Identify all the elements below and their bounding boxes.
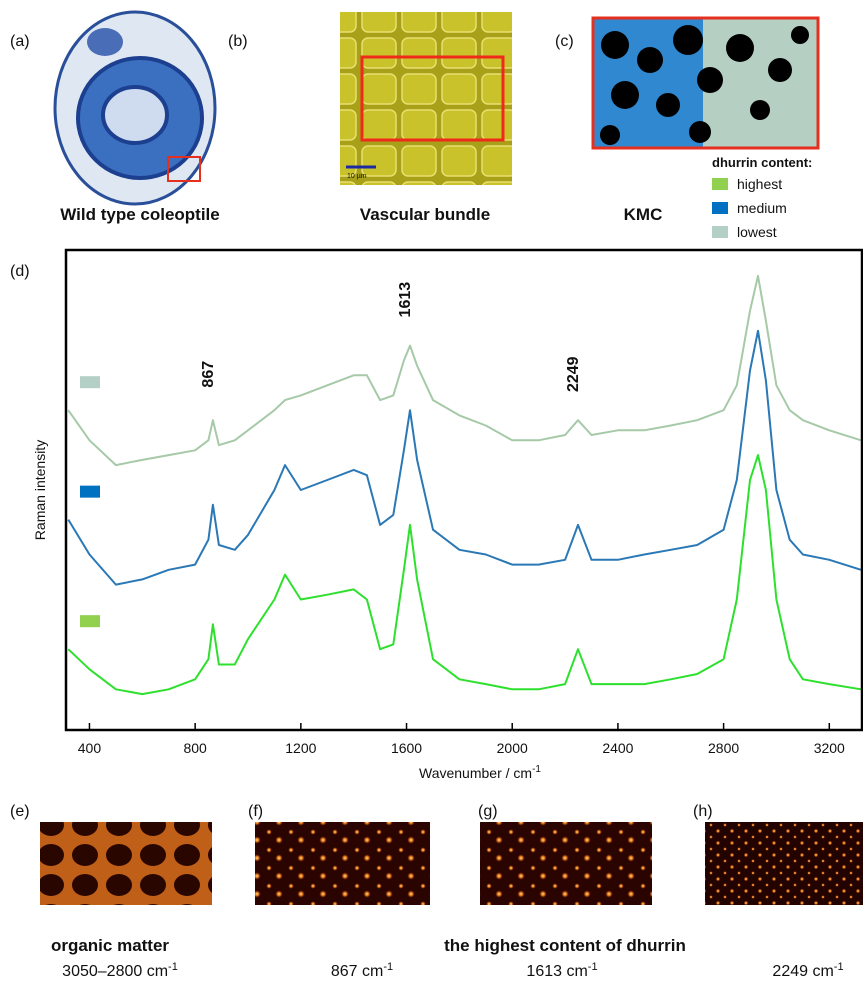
map-image <box>255 822 430 905</box>
panel-label: (d) <box>10 263 30 280</box>
band-label: 3050–2800 cm-1 <box>62 961 178 980</box>
coleoptile-image <box>53 10 217 206</box>
legend: highest medium lowest <box>712 176 787 240</box>
x-tick-label: 1200 <box>285 740 316 756</box>
panel-label: (a) <box>10 33 30 50</box>
spectrum-line <box>67 329 862 586</box>
panel-label: (e) <box>10 803 30 820</box>
x-axis-label-sup: -1 <box>532 764 541 775</box>
legend-label: medium <box>737 200 787 216</box>
kmc-image <box>591 16 820 150</box>
legend-title: dhurrin content: <box>712 155 812 170</box>
vascular-image <box>340 12 512 185</box>
spectrum-line <box>67 274 862 467</box>
spectrum-line <box>67 454 862 696</box>
legend-swatch <box>712 226 728 238</box>
x-tick-label: 2000 <box>497 740 528 756</box>
x-axis-label-text: Wavenumber / cm <box>419 765 532 781</box>
map-image <box>480 822 652 905</box>
peak-label: 1613 <box>397 282 414 318</box>
x-tick-label: 1600 <box>391 740 422 756</box>
map-image <box>705 822 863 905</box>
legend-label: lowest <box>737 224 777 240</box>
series-marker <box>80 615 100 628</box>
x-tick-label: 3200 <box>814 740 845 756</box>
caption: KMC <box>624 205 663 224</box>
panel-label: (g) <box>478 803 498 820</box>
panel-label: (h) <box>693 803 713 820</box>
band-label: 867 cm-1 <box>331 961 393 980</box>
panel-label: (c) <box>555 33 574 50</box>
panel-label: (b) <box>228 33 248 50</box>
legend-swatch <box>712 178 728 190</box>
panel-label: (f) <box>248 803 263 820</box>
scale-bar-label: 10 µm <box>347 173 367 180</box>
x-tick-label: 2400 <box>602 740 633 756</box>
legend-swatch <box>712 202 728 214</box>
x-axis-label: Wavenumber / cm-1 <box>419 764 541 781</box>
caption: Vascular bundle <box>360 205 490 224</box>
map-title: the highest content of dhurrin <box>444 936 686 955</box>
band-label: 1613 cm-1 <box>526 961 597 980</box>
series-marker <box>80 376 100 389</box>
spectra-chart: 400 800 1200 1600 2000 2400 2800 3200 867 1613 224… <box>32 248 863 781</box>
map-image <box>40 822 212 905</box>
legend-label: highest <box>737 176 782 192</box>
x-tick-label: 400 <box>78 740 102 756</box>
series-marker <box>80 485 100 498</box>
x-tick-label: 2800 <box>708 740 739 756</box>
peak-label: 867 <box>200 361 217 388</box>
x-tick-label: 800 <box>183 740 207 756</box>
caption: Wild type coleoptile <box>60 205 219 224</box>
plot-frame <box>64 248 863 732</box>
peak-label: 2249 <box>565 356 582 392</box>
map-title: organic matter <box>51 936 169 955</box>
y-axis-label: Raman intensity <box>32 440 48 540</box>
band-label: 2249 cm-1 <box>772 961 843 980</box>
